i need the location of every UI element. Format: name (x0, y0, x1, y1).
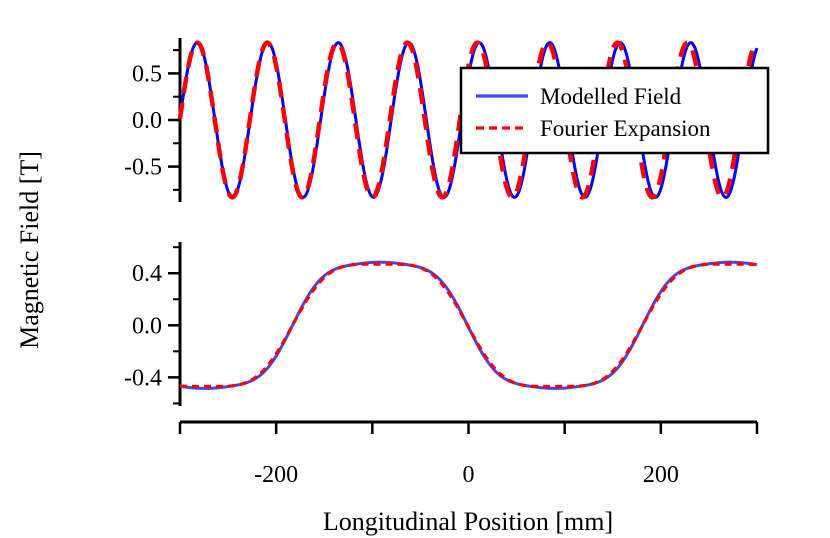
x-axis-title: Longitudinal Position [mm] (323, 507, 613, 536)
top-y-tick-label: 0.0 (132, 108, 162, 134)
bottom-panel: 0.4 0.0 -0.4 (124, 242, 759, 406)
legend-label-modelled: Modelled Field (540, 84, 682, 109)
x-tick-label: 200 (643, 462, 679, 488)
legend: Modelled Field Fourier Expansion (459, 66, 770, 155)
bottom-series-fourier (178, 262, 759, 389)
bottom-y-tick-label: 0.0 (132, 313, 162, 339)
bottom-y-tick-label: 0.4 (132, 261, 162, 287)
legend-label-fourier: Fourier Expansion (540, 116, 711, 141)
x-axis: -200 0 200 (178, 420, 759, 488)
top-y-tick-label: 0.5 (132, 61, 162, 87)
legend-box (459, 66, 770, 155)
top-series-fourier (177, 40, 759, 200)
bottom-y-tick-label: -0.4 (124, 365, 162, 391)
y-axis-title: Magnetic Field [T] (15, 151, 44, 349)
x-tick-label: 0 (463, 462, 475, 488)
x-tick-label: -200 (254, 462, 298, 488)
top-y-tick-label: -0.5 (124, 155, 162, 181)
